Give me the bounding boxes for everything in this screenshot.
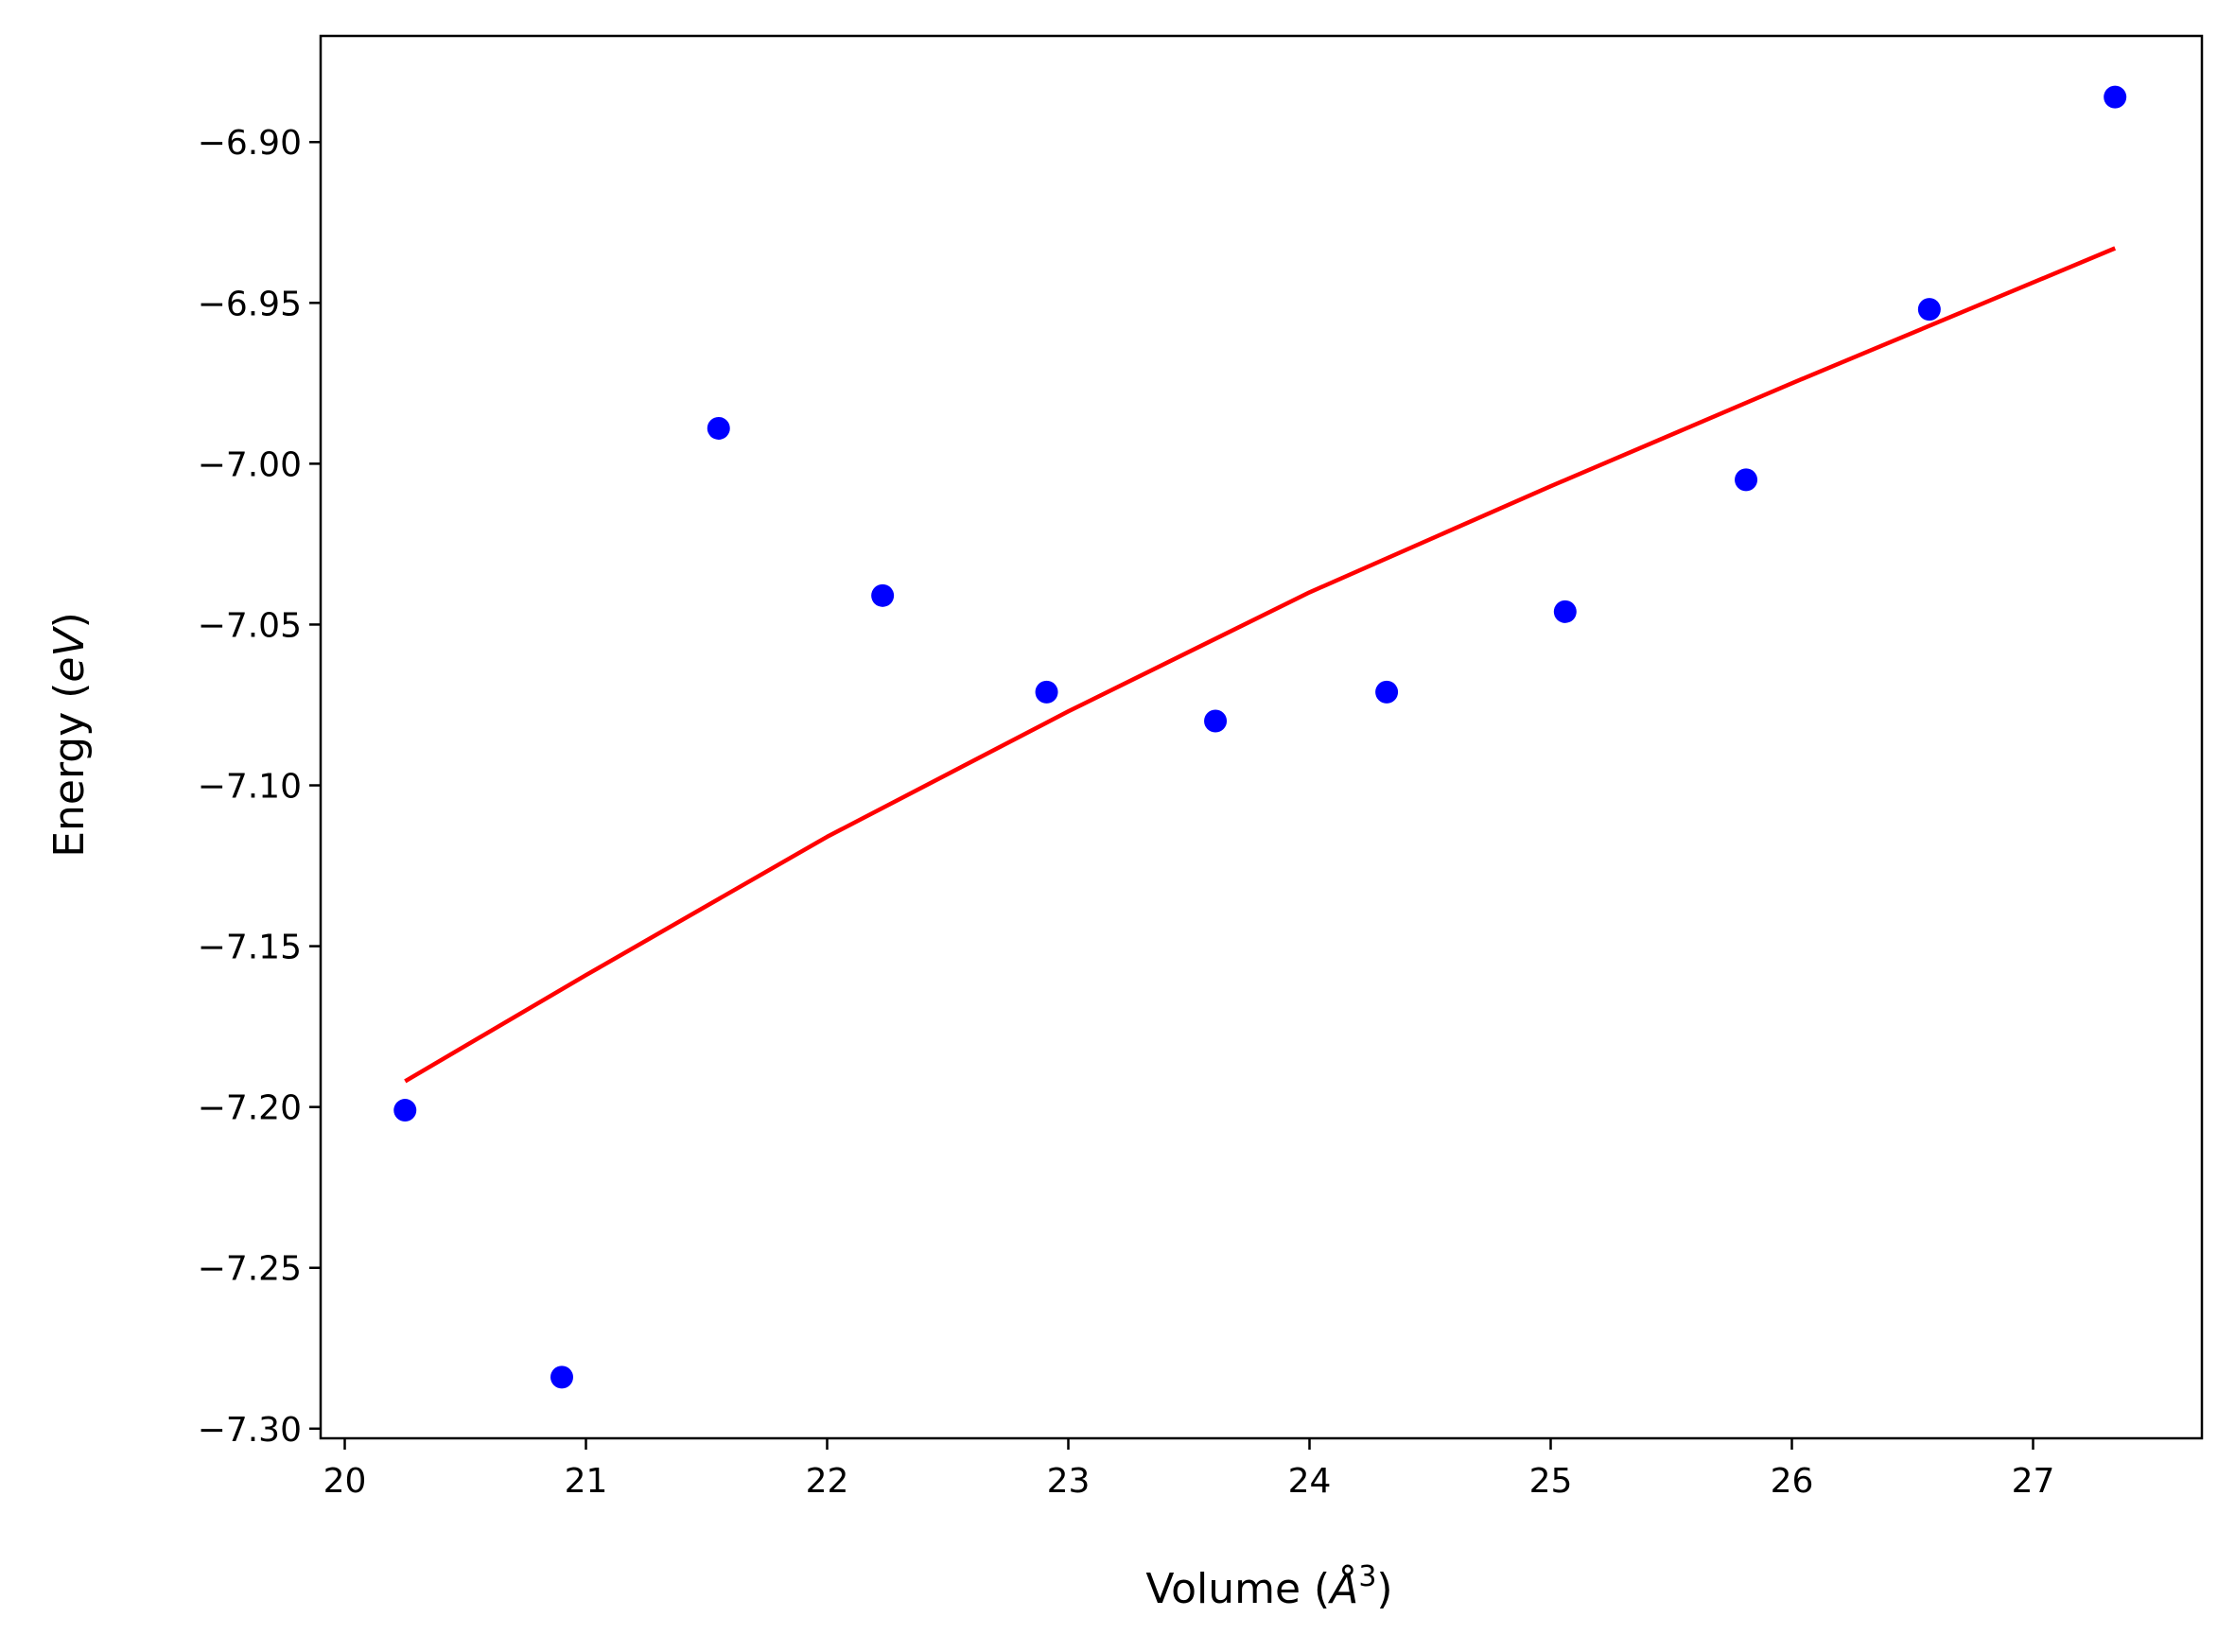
y-axis-label: Energy (eV) (45, 612, 94, 858)
x-tick-label: 26 (1771, 1462, 1814, 1501)
data-point (2104, 85, 2127, 109)
x-axis-label: Volume (Å3) (1145, 1560, 1392, 1613)
data-point (550, 1365, 573, 1389)
data-point (1035, 680, 1058, 704)
y-tick-label: −7.15 (198, 929, 302, 967)
data-point (707, 416, 730, 440)
data-point (393, 1099, 417, 1122)
data-point (1553, 600, 1577, 623)
x-tick-label: 22 (806, 1462, 849, 1501)
y-tick-label: −7.10 (198, 768, 302, 807)
x-axis-unit-exponent: 3 (1358, 1560, 1376, 1593)
y-tick-label: −6.90 (198, 124, 302, 163)
y-axis: −7.30 −7.25 −7.20 −7.15 −7.10 −7.05 −7.00 −6.95… (198, 124, 321, 1450)
y-tick-label: −7.20 (198, 1089, 302, 1128)
y-axis-unit: eV (45, 626, 94, 683)
y-axis-label-text: Energy (45, 712, 94, 858)
data-point (1917, 298, 1941, 322)
x-tick-label: 23 (1047, 1462, 1091, 1501)
plot-content (393, 85, 2127, 1389)
y-tick-label: −7.30 (198, 1411, 302, 1450)
y-tick-label: −7.25 (198, 1250, 302, 1289)
data-point (871, 583, 895, 607)
data-point (1735, 468, 1758, 492)
y-tick-label: −7.00 (198, 445, 302, 484)
data-point (1204, 709, 1228, 733)
y-tick-label: −6.95 (198, 285, 302, 323)
x-tick-label: 21 (565, 1462, 608, 1501)
x-tick-label: 20 (323, 1462, 367, 1501)
x-axis-unit-base: Å (1327, 1563, 1358, 1613)
x-tick-label: 25 (1529, 1462, 1573, 1501)
x-axis-label-text: Volume (1145, 1565, 1301, 1613)
x-tick-label: 27 (2012, 1462, 2055, 1501)
plot-frame (319, 34, 2204, 1440)
y-tick-label: −7.05 (198, 606, 302, 645)
x-tick-label: 24 (1288, 1462, 1332, 1501)
x-axis: 20 21 22 23 24 25 26 27 (323, 1438, 2055, 1501)
data-point (1375, 680, 1399, 704)
fit-curve (404, 246, 2117, 1084)
